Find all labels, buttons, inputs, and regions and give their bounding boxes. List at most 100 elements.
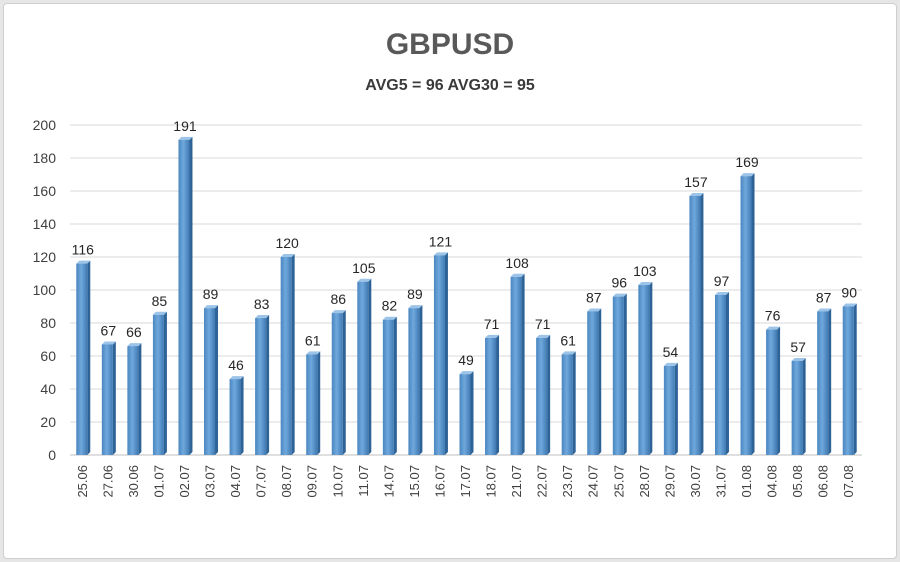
bar-side <box>470 371 474 455</box>
data-label: 97 <box>714 273 730 289</box>
bar <box>280 254 295 455</box>
x-axis-ticks: 25.06 27.06 30.06 01.07 02.07 03.07 04.07 07.07… <box>75 465 856 498</box>
bar <box>842 303 857 455</box>
y-tick-label: 140 <box>33 216 57 232</box>
x-tick-label: 25.06 <box>75 465 90 498</box>
data-label: 87 <box>816 289 832 305</box>
chart-subtitle: AVG5 = 96 AVG30 = 95 <box>365 77 535 94</box>
bar-front <box>842 306 854 455</box>
x-tick-label: 06.08 <box>816 465 831 498</box>
bar <box>357 278 372 455</box>
x-tick-label: 07.07 <box>254 465 269 498</box>
data-label: 76 <box>765 308 781 324</box>
data-label: 157 <box>684 174 708 190</box>
bar-top <box>612 293 627 297</box>
bar-front <box>408 308 420 455</box>
data-label: 54 <box>663 344 679 360</box>
y-tick-label: 60 <box>40 348 56 364</box>
bar-top <box>714 291 729 295</box>
data-label: 89 <box>407 286 423 302</box>
x-tick-label: 28.07 <box>637 465 652 498</box>
bar-side <box>649 282 653 455</box>
bar-top <box>485 334 500 338</box>
bar-top <box>204 305 219 309</box>
bar-front <box>255 318 267 455</box>
bar-side <box>572 351 576 455</box>
x-tick-label: 16.07 <box>432 465 447 498</box>
bar-side <box>419 305 423 455</box>
bar-front <box>178 139 190 455</box>
data-label: 103 <box>633 263 657 279</box>
bar-top <box>357 278 372 282</box>
bar-front <box>101 344 113 455</box>
gridlines <box>70 124 862 456</box>
bar <box>459 371 474 455</box>
data-label: 116 <box>72 242 95 258</box>
bar-side <box>163 311 167 455</box>
bar-side <box>725 291 729 455</box>
data-label: 61 <box>305 332 321 348</box>
data-label: 120 <box>275 235 299 251</box>
data-label: 85 <box>152 293 168 309</box>
bar-front <box>612 296 624 455</box>
data-labels: 116 67 66 85 191 89 46 83 120 61 86 105 82 89 121 49 71 1… <box>72 118 858 373</box>
bar <box>510 273 525 455</box>
bar <box>485 334 500 455</box>
x-tick-label: 22.07 <box>535 465 550 498</box>
y-tick-label: 160 <box>33 183 57 199</box>
bar <box>178 136 193 455</box>
x-tick-label: 14.07 <box>381 465 396 498</box>
bar-front <box>280 257 292 455</box>
data-label: 49 <box>458 352 474 368</box>
bar-side <box>393 316 397 455</box>
bar-top <box>408 305 423 309</box>
data-label: 121 <box>429 233 453 249</box>
bar <box>433 252 448 455</box>
bar-side <box>138 343 142 455</box>
bar <box>766 326 781 455</box>
data-label: 108 <box>505 255 529 271</box>
bar-side <box>87 260 91 455</box>
bar-side <box>291 254 295 455</box>
bar-top <box>306 351 321 355</box>
bar-front <box>76 263 88 455</box>
y-tick-label: 180 <box>33 150 57 166</box>
bar-top <box>433 252 448 256</box>
bar-top <box>101 341 116 345</box>
bar-top <box>766 326 781 330</box>
bar <box>740 173 755 455</box>
bar <box>817 308 832 455</box>
x-tick-label: 01.07 <box>151 465 166 498</box>
bar <box>101 341 116 455</box>
x-tick-label: 03.07 <box>203 465 218 498</box>
x-tick-label: 02.07 <box>177 465 192 498</box>
bar-top <box>561 351 576 355</box>
bar-side <box>777 326 781 455</box>
bar-side <box>674 362 678 455</box>
bar <box>255 315 270 455</box>
data-label: 71 <box>484 316 500 332</box>
bar <box>152 311 167 455</box>
bar <box>714 291 729 455</box>
x-tick-label: 01.08 <box>739 465 754 498</box>
bar-side <box>444 252 448 455</box>
bar <box>408 305 423 455</box>
bar-front <box>382 319 394 455</box>
bar-front <box>152 314 164 455</box>
bar-front <box>714 294 726 455</box>
bar-front <box>766 329 778 455</box>
bar-top <box>740 173 755 177</box>
bar-top <box>382 316 397 320</box>
x-tick-label: 23.07 <box>560 465 575 498</box>
bar-top <box>663 362 678 366</box>
bar-top <box>638 282 653 286</box>
x-tick-label: 27.06 <box>100 465 115 498</box>
data-label: 89 <box>203 286 219 302</box>
bar <box>127 343 142 455</box>
data-label: 71 <box>535 316 551 332</box>
bar-top <box>76 260 91 264</box>
bar <box>689 192 704 455</box>
x-tick-label: 18.07 <box>484 465 499 498</box>
bar <box>382 316 397 455</box>
data-label: 90 <box>841 285 857 301</box>
